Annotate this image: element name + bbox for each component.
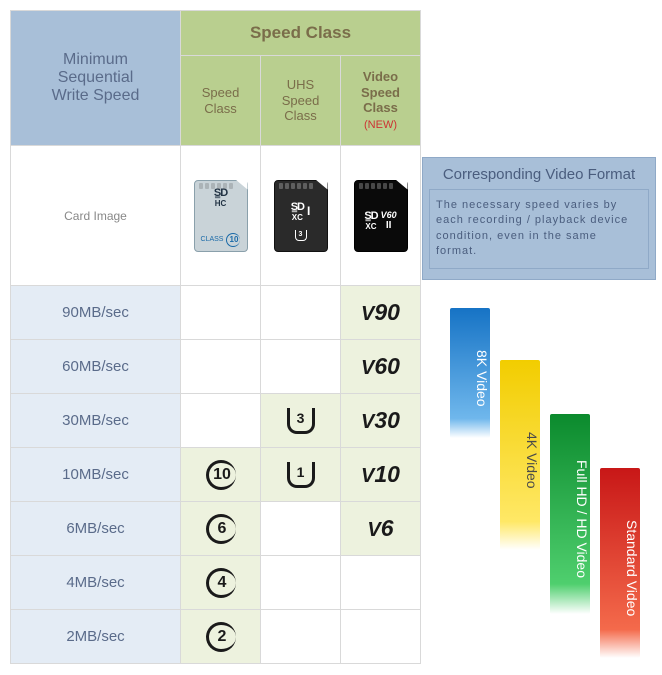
video-cell: V6 <box>341 502 421 556</box>
header-speed-class-group: Speed Class <box>181 11 421 56</box>
table-row: 6MB/sec 6 V6 <box>11 502 421 556</box>
uhs-mark-icon: 1 <box>287 462 315 488</box>
speed-label: 4MB/sec <box>11 556 181 610</box>
bar-fullhd-video: Full HD / HD Video <box>550 414 590 614</box>
class-mark-icon: 4 <box>206 568 236 598</box>
class-cell <box>181 340 261 394</box>
table-row: 60MB/sec V60 <box>11 340 421 394</box>
row-card-image-label: Card Image <box>11 146 181 286</box>
video-format-note: The necessary speed varies by each recor… <box>429 189 649 269</box>
class-cell: 6 <box>181 502 261 556</box>
header-min-speed: Minimum Sequential Write Speed <box>11 11 181 146</box>
uhs-mark-icon: 3 <box>287 408 315 434</box>
class-cell <box>181 286 261 340</box>
uhs-cell <box>261 286 341 340</box>
bar-standard-video: Standard Video <box>600 468 640 658</box>
speed-label: 10MB/sec <box>11 448 181 502</box>
card-video-cell: S͇D XC V60 II <box>341 146 421 286</box>
class-mark-icon: 2 <box>206 622 236 652</box>
uhs-cell <box>261 610 341 664</box>
uhs-cell <box>261 502 341 556</box>
sd-card-uhs-icon: S͇D XC I 3 <box>274 180 328 252</box>
col-uhs-class: UHS Speed Class <box>261 56 341 146</box>
speed-label: 60MB/sec <box>11 340 181 394</box>
speed-class-chart: Minimum Sequential Write Speed Speed Cla… <box>10 10 652 665</box>
class-cell: 4 <box>181 556 261 610</box>
video-mark-icon: V10 <box>361 465 400 487</box>
uhs-cell: 1 <box>261 448 341 502</box>
col-video-class: Video Speed Class (NEW) <box>341 56 421 146</box>
speed-label: 2MB/sec <box>11 610 181 664</box>
video-cell: V60 <box>341 340 421 394</box>
table-row: 30MB/sec 3 V30 <box>11 394 421 448</box>
table-row: 4MB/sec 4 <box>11 556 421 610</box>
video-format-title: Corresponding Video Format <box>429 166 649 183</box>
class-mark-icon: 6 <box>206 514 236 544</box>
class-mark-icon: 10 <box>206 460 236 490</box>
col-speed-class: Speed Class <box>181 56 261 146</box>
video-cell <box>341 610 421 664</box>
uhs-cell: 3 <box>261 394 341 448</box>
card-speed-cell: S͇D HC CLASS 10 <box>181 146 261 286</box>
table-row: 2MB/sec 2 <box>11 610 421 664</box>
video-cell: V90 <box>341 286 421 340</box>
speed-label: 30MB/sec <box>11 394 181 448</box>
class-cell <box>181 394 261 448</box>
video-mark-icon: V90 <box>361 303 400 325</box>
uhs-cell <box>261 340 341 394</box>
uhs-cell <box>261 556 341 610</box>
speed-label: 90MB/sec <box>11 286 181 340</box>
video-mark-icon: V30 <box>361 411 400 433</box>
speed-label: 6MB/sec <box>11 502 181 556</box>
video-mark-icon: V60 <box>361 357 400 379</box>
header-min-speed-text: Minimum Sequential Write Speed <box>12 51 179 105</box>
video-mark-icon: V6 <box>367 519 393 541</box>
sd-card-video-icon: S͇D XC V60 II <box>354 180 408 252</box>
video-cell: V10 <box>341 448 421 502</box>
table-row: 90MB/sec V90 <box>11 286 421 340</box>
table-row: 10MB/sec 10 1 V10 <box>11 448 421 502</box>
class-cell: 2 <box>181 610 261 664</box>
bar-4k-video: 4K Video <box>500 360 540 550</box>
sd-card-speed-icon: S͇D HC CLASS 10 <box>194 180 248 252</box>
video-cell: V30 <box>341 394 421 448</box>
bar-8k-video: 8K Video <box>450 308 490 438</box>
card-uhs-cell: S͇D XC I 3 <box>261 146 341 286</box>
new-tag: (NEW) <box>364 119 397 131</box>
speed-table: Minimum Sequential Write Speed Speed Cla… <box>10 10 421 664</box>
video-format-panel: Corresponding Video Format The necessary… <box>422 157 656 280</box>
video-cell <box>341 556 421 610</box>
class-cell: 10 <box>181 448 261 502</box>
